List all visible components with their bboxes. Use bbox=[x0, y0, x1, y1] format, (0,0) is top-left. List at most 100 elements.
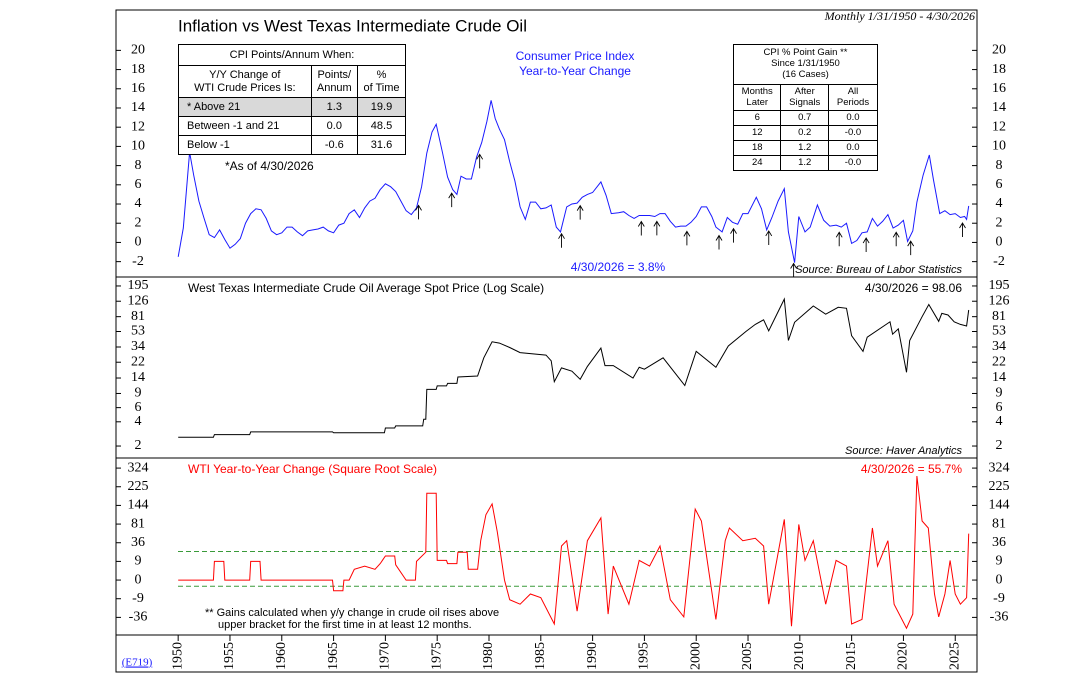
table-cell: 1.2 bbox=[780, 140, 829, 156]
y-tick-label-right: 9 bbox=[996, 554, 1003, 569]
y-tick-label: -2 bbox=[132, 254, 144, 269]
y-tick-label: 20 bbox=[131, 43, 145, 58]
signal-arrow bbox=[765, 230, 773, 245]
y-tick-label-right: 144 bbox=[989, 498, 1010, 513]
table-cell: Below -1 bbox=[178, 135, 312, 155]
table-cell: 24 bbox=[732, 155, 782, 171]
signal-arrow bbox=[715, 234, 723, 250]
y-tick-label: 8 bbox=[135, 158, 142, 173]
table-header: After Signals bbox=[780, 84, 829, 111]
y-tick-label-right: 12 bbox=[992, 119, 1006, 134]
table-cell: * Above 21 bbox=[178, 97, 312, 117]
table-title: CPI Points/Annum When: bbox=[178, 44, 406, 66]
x-tick-label: 2025 bbox=[947, 642, 962, 670]
series-line bbox=[177, 100, 970, 263]
table-cell: 6 bbox=[732, 110, 782, 126]
y-tick-label: 81 bbox=[131, 309, 145, 324]
y-tick-label: 16 bbox=[131, 81, 145, 96]
header-line: Signals bbox=[789, 96, 821, 108]
x-tick-label: 1985 bbox=[533, 642, 548, 670]
latest-label: 4/30/2026 = 55.7% bbox=[861, 462, 962, 476]
table-cell: 12 bbox=[732, 125, 782, 141]
table-title: CPI % Point Gain ** Since 1/31/1950 (16 Ca… bbox=[733, 44, 878, 85]
y-tick-label: 34 bbox=[131, 339, 145, 354]
y-tick-label-right: 22 bbox=[992, 354, 1006, 369]
chart-code: (E719) bbox=[122, 657, 153, 669]
signal-arrow bbox=[558, 232, 565, 248]
gain-table: CPI % Point Gain ** Since 1/31/1950 (16 Ca… bbox=[732, 44, 879, 171]
signal-arrow bbox=[892, 231, 900, 247]
x-tick-label: 1990 bbox=[585, 642, 600, 670]
x-tick-label: 1975 bbox=[429, 642, 444, 670]
footnote: ** Gains calculated when y/y change in c… bbox=[205, 607, 499, 619]
y-tick-label-right: 14 bbox=[992, 100, 1006, 115]
y-tick-label-right: 36 bbox=[992, 535, 1006, 550]
table-cell: -0.0 bbox=[827, 155, 879, 171]
y-tick-label: 53 bbox=[131, 324, 145, 339]
table-cell: 19.9 bbox=[357, 97, 406, 117]
signal-arrow bbox=[730, 227, 737, 243]
y-tick-label-right: 14 bbox=[992, 370, 1006, 385]
y-tick-label-right: 10 bbox=[992, 139, 1006, 154]
header-line: Points/ bbox=[317, 68, 352, 81]
y-tick-label: 6 bbox=[135, 400, 142, 415]
y-tick-label: 195 bbox=[128, 278, 149, 293]
signal-arrow bbox=[862, 237, 870, 253]
y-tick-label: 81 bbox=[131, 516, 145, 531]
table-cell: -0.6 bbox=[310, 135, 359, 155]
y-tick-label: 10 bbox=[131, 139, 145, 154]
table-cell: 18 bbox=[732, 140, 782, 156]
title-line: Since 1/31/1950 bbox=[771, 58, 840, 70]
table-cell: 0.7 bbox=[780, 110, 829, 126]
table-cell: 1.2 bbox=[780, 155, 829, 171]
x-tick-label: 1965 bbox=[326, 642, 341, 670]
x-tick-label: 2020 bbox=[896, 642, 911, 670]
y-tick-label-right: 53 bbox=[992, 324, 1006, 339]
table-header: Y/Y Change of WTI Crude Prices Is: bbox=[178, 65, 312, 98]
table-cell: 48.5 bbox=[357, 116, 406, 136]
y-tick-label: 0 bbox=[135, 572, 142, 587]
table-cell: 0.0 bbox=[827, 140, 879, 156]
y-tick-label-right: -2 bbox=[993, 254, 1005, 269]
panel-title: West Texas Intermediate Crude Oil Averag… bbox=[188, 281, 544, 295]
header-line: Y/Y Change of bbox=[209, 68, 281, 81]
chart-subtitle: Monthly 1/31/1950 - 4/30/2026 bbox=[824, 9, 975, 23]
latest-label: 4/30/2026 = 98.06 bbox=[865, 281, 962, 295]
series-title: Year-to-Year Change bbox=[519, 64, 631, 78]
y-tick-label: 144 bbox=[128, 498, 149, 513]
y-tick-label-right: 34 bbox=[992, 339, 1006, 354]
y-tick-label: 4 bbox=[135, 414, 142, 429]
y-tick-label: -36 bbox=[129, 610, 148, 625]
y-tick-label: 324 bbox=[128, 460, 149, 475]
signal-arrow bbox=[476, 153, 484, 169]
header-line: WTI Crude Prices Is: bbox=[194, 81, 296, 94]
y-tick-label-right: 195 bbox=[989, 278, 1010, 293]
x-tick-label: 2010 bbox=[792, 642, 807, 670]
table-header: % of Time bbox=[357, 65, 406, 98]
y-tick-label: 14 bbox=[131, 370, 145, 385]
series-line bbox=[178, 475, 970, 630]
note: *As of 4/30/2026 bbox=[225, 159, 314, 173]
y-tick-label-right: 0 bbox=[996, 235, 1003, 250]
y-tick-label-right: 2 bbox=[996, 438, 1003, 453]
x-tick-label: 1955 bbox=[222, 642, 237, 670]
y-tick-label-right: 20 bbox=[992, 43, 1006, 58]
table-cell: Between -1 and 21 bbox=[178, 116, 312, 136]
y-tick-label-right: 16 bbox=[992, 81, 1006, 96]
table-header: Points/Annum bbox=[310, 65, 359, 98]
y-tick-label-right: 8 bbox=[996, 158, 1003, 173]
header-line: Months bbox=[741, 85, 773, 97]
chart-title: Inflation vs West Texas Intermediate Cru… bbox=[178, 16, 527, 35]
y-tick-label-right: 2 bbox=[996, 215, 1003, 230]
y-tick-label-right: 4 bbox=[996, 196, 1003, 211]
points-table: CPI Points/Annum When: Y/Y Change of WTI … bbox=[178, 44, 406, 155]
title-line: CPI % Point Gain ** bbox=[763, 47, 848, 59]
title-line: (16 Cases) bbox=[782, 68, 829, 80]
header-line: of Time bbox=[363, 81, 400, 94]
signal-arrow bbox=[835, 231, 843, 247]
y-tick-label-right: 0 bbox=[996, 572, 1003, 587]
y-tick-label: 9 bbox=[135, 386, 142, 401]
y-tick-label: 6 bbox=[135, 177, 142, 192]
latest-label: 4/30/2026 = 3.8% bbox=[571, 260, 666, 274]
